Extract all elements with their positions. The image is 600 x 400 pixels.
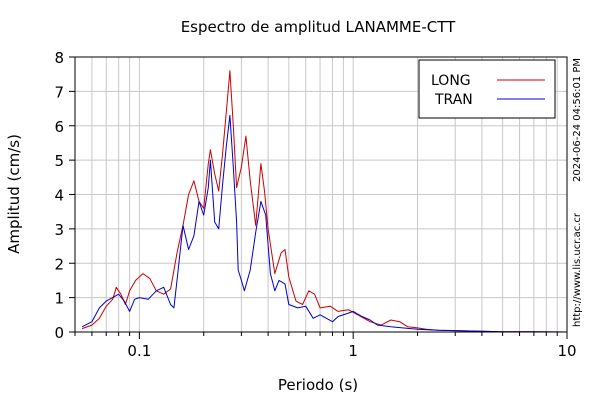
y-tick-label: 3: [54, 221, 64, 239]
source-url-label: http://www.lis.ucr.ac.cr: [572, 212, 583, 327]
y-tick-label: 1: [54, 290, 64, 308]
chart-title: Espectro de amplitud LANAMME-CTT: [181, 18, 456, 36]
legend: LONG TRAN: [418, 59, 556, 119]
x-tick-label: 0.1: [127, 342, 151, 360]
series-lines: [81, 70, 568, 333]
y-tick-label: 2: [54, 255, 64, 273]
y-tick-label: 5: [54, 152, 64, 170]
axis-ticks: 0 1 2 3 4 5 6 7 8 0.1 1 10: [54, 49, 576, 360]
grid: [74, 57, 567, 332]
series-line-long: [81, 70, 568, 333]
x-tick-label: 10: [557, 342, 576, 360]
legend-label-long: LONG: [431, 73, 471, 89]
y-tick-label: 0: [54, 324, 64, 342]
series-line-tran: [81, 114, 568, 333]
y-tick-label: 6: [54, 118, 64, 136]
y-tick-label: 7: [54, 83, 64, 101]
legend-box: [418, 59, 556, 119]
x-tick-label: 1: [348, 342, 358, 360]
y-tick-label: 4: [54, 187, 64, 205]
y-tick-label: 8: [54, 49, 64, 67]
y-axis-label: Amplitud (cm/s): [5, 134, 23, 254]
timestamp-label: 2024-06-24 04:56:01 PM: [572, 58, 583, 182]
x-axis-label: Periodo (s): [278, 376, 358, 394]
legend-label-tran: TRAN: [434, 92, 473, 108]
